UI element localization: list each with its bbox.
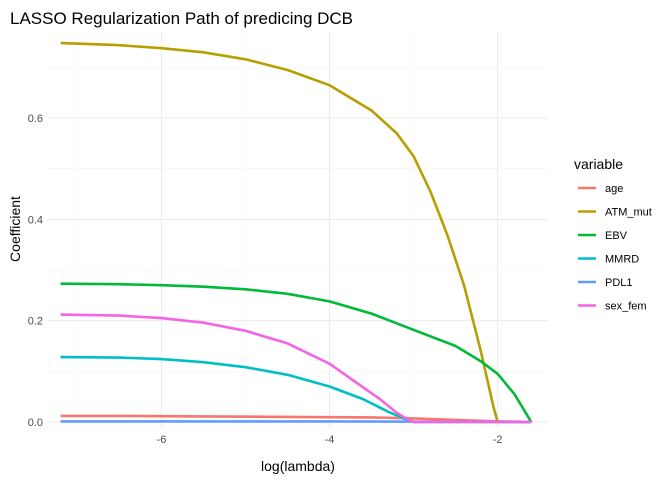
series-line-sex-fem [60,313,532,424]
legend-label-ebv: EBV [605,230,628,242]
legend-label-mmrd: MMRD [605,254,639,266]
legend-label-atm-mut: ATM_mut [605,207,652,219]
legend-title: variable [574,156,623,172]
y-axis-title: Coefficient [7,196,23,262]
x-axis-title: log(lambda) [261,458,335,474]
y-tick-label: 0.4 [28,214,43,226]
legend: variable age ATM_mut EBV MMRD PDL1 sex_fem [574,156,652,313]
y-tick-label: 0.6 [28,113,43,125]
legend-label-age: age [605,183,623,195]
x-tick-label: -4 [325,434,335,446]
x-tick-label: -2 [493,434,503,446]
y-tick-label: 0.2 [28,316,43,328]
x-tick-label: -6 [157,434,167,446]
y-tick-label: 0.0 [28,417,43,429]
y-axis-ticks: 0.0 0.2 0.4 0.6 [28,113,43,429]
series-line-ebv [60,282,533,423]
legend-label-sex-fem: sex_fem [605,301,647,313]
series-line-atm-mut [60,41,532,424]
x-axis-ticks: -6 -4 -2 [157,434,503,446]
legend-label-pdl1: PDL1 [605,277,633,289]
series-lines [60,41,533,424]
chart-title: LASSO Regularization Path of predicing D… [10,9,353,28]
series-line-mmrd [60,355,532,424]
grid [48,32,548,427]
